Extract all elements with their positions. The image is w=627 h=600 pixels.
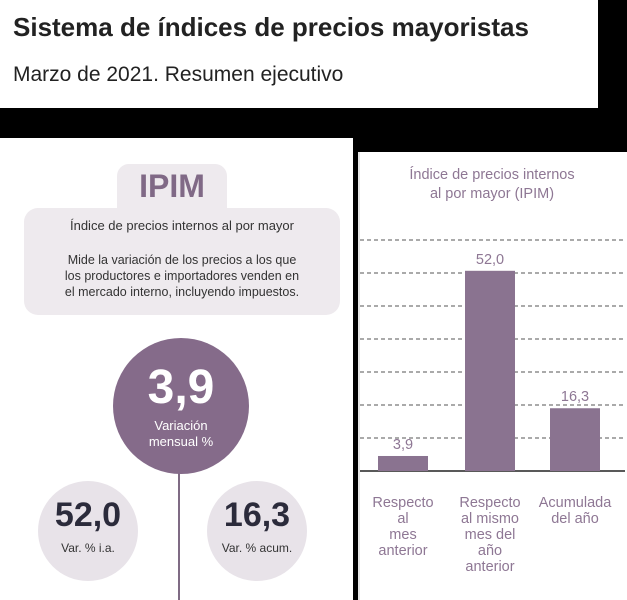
category-label-line: Acumulada (538, 495, 612, 511)
category-label-line: Respecto (459, 495, 521, 511)
ipim-description: Mide la variación de los precios a los q… (24, 252, 340, 300)
cumulative-variation-label: Var. % acum. (221, 541, 293, 555)
label-line: mensual % (148, 434, 214, 449)
cumulative-variation-value: 16,3 (223, 496, 291, 534)
category-label-line: mes del (464, 527, 516, 543)
ipim-full-name: Índice de precios internos al por mayor (69, 218, 294, 233)
chart-title-line: Índice de precios internos (409, 167, 575, 183)
interannual-variation-label: Var. % i.a. (61, 541, 115, 555)
category-label: Acumulada del año (533, 495, 617, 527)
bar-value-label: 52,0 (476, 252, 504, 268)
description-line: los productores e importadores venden en (64, 269, 300, 283)
chart-title: Índice de precios internos al por mayor … (370, 166, 614, 204)
connector-line (178, 468, 180, 600)
ipim-info-box (24, 208, 340, 315)
report-header: Sistema de índices de precios mayoristas… (0, 0, 598, 108)
chart-canvas: 3,9 52,0 16,3 (358, 152, 625, 600)
interannual-variation-value: 52,0 (54, 496, 122, 534)
report-title: Sistema de índices de precios mayoristas (13, 12, 529, 42)
bar-value-label: 16,3 (561, 389, 589, 405)
category-label-line: al (397, 511, 409, 527)
description-line: el mercado interno, incluyendo impuestos… (64, 285, 300, 299)
category-label-line: año (477, 543, 503, 559)
category-label-line: Respecto (372, 495, 434, 511)
category-label-line: anterior (465, 559, 515, 575)
ipim-info-tab (117, 164, 227, 212)
category-label-line: al mismo (460, 511, 519, 527)
category-label-line: anterior (378, 543, 428, 559)
category-label: Respecto al mismo mes del año anterior (448, 495, 532, 575)
chart-title-line: al por mayor (IPIM) (429, 186, 555, 202)
bar (465, 270, 515, 471)
bar (550, 408, 600, 471)
ipim-bar-chart: 3,9 52,0 16,3 Índice de precios internos a… (358, 152, 627, 600)
category-label: Respecto al mes anterior (361, 495, 445, 559)
cumulative-variation-circle: 16,3 Var. % acum. (207, 481, 307, 581)
bar-value-label: 3,9 (393, 437, 413, 453)
report-subtitle: Marzo de 2021. Resumen ejecutivo (13, 63, 344, 86)
ipim-acronym: IPIM (139, 168, 205, 204)
monthly-variation-circle: 3,9 Variación mensual % (113, 338, 249, 474)
category-label-line: del año (551, 511, 599, 527)
bar (378, 455, 428, 471)
monthly-variation-label: Variación mensual % (113, 418, 249, 450)
description-line: Mide la variación de los precios a los q… (67, 253, 297, 267)
category-label-line: mes (389, 527, 417, 543)
ipim-summary-panel: IPIM Índice de precios internos al por m… (0, 138, 353, 600)
interannual-variation-circle: 52,0 Var. % i.a. (38, 481, 138, 581)
monthly-variation-value: 3,9 (147, 361, 215, 414)
label-line: Variación (154, 418, 208, 433)
